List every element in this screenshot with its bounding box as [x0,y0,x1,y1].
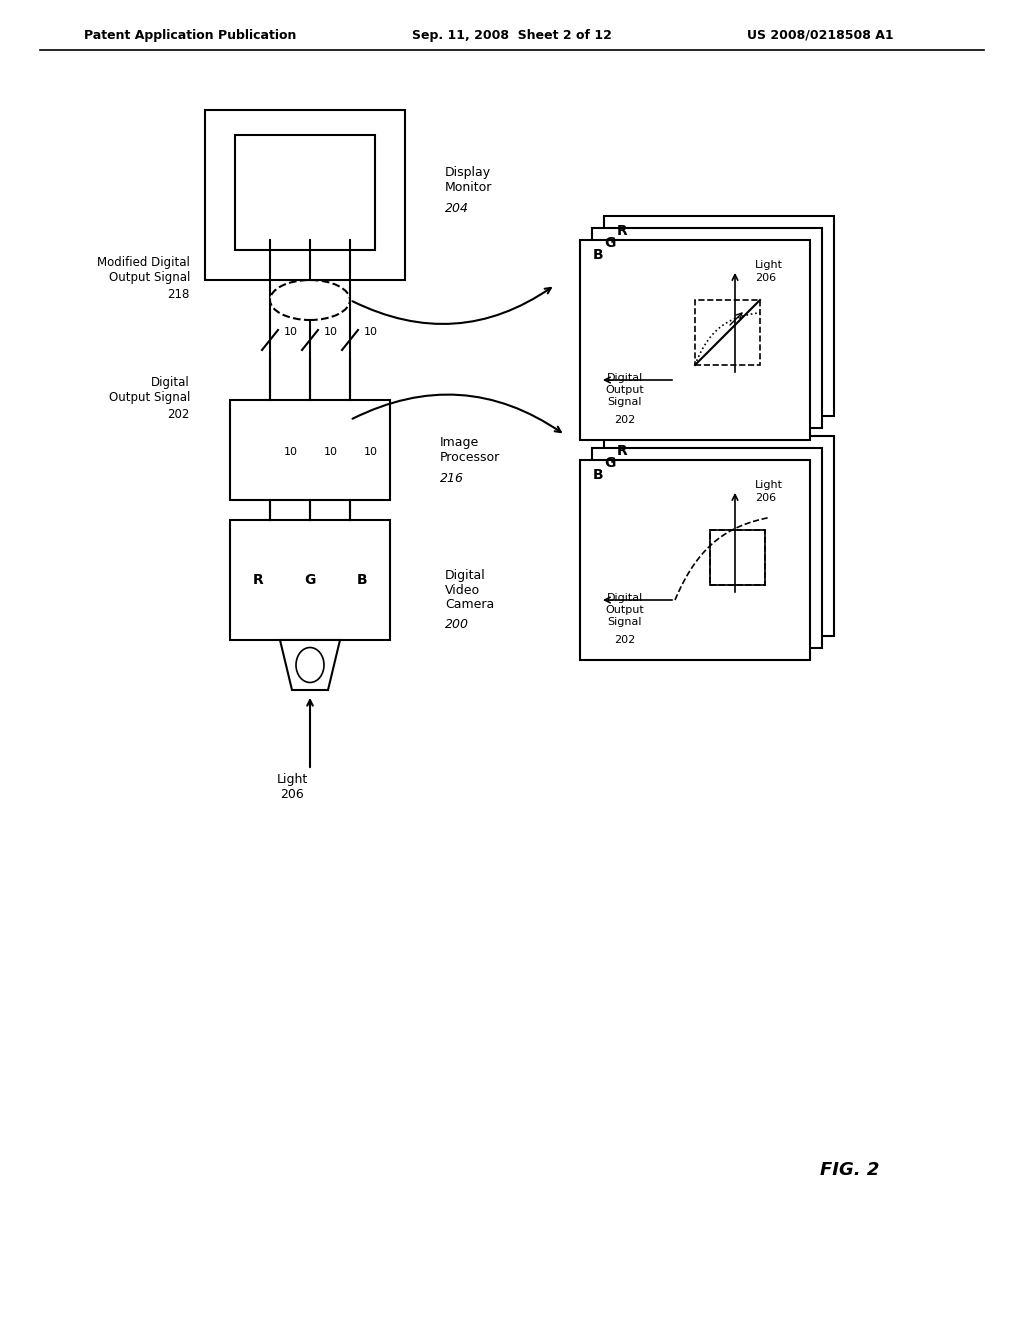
Text: Digital
Output
Signal: Digital Output Signal [605,374,644,407]
Text: G: G [604,236,615,249]
Bar [205,110,406,280]
Text: 10: 10 [284,327,298,337]
Bar [592,447,822,648]
Text: Display
Monitor: Display Monitor [445,166,493,194]
Text: Sep. 11, 2008  Sheet 2 of 12: Sep. 11, 2008 Sheet 2 of 12 [412,29,612,41]
Text: G: G [604,455,615,470]
Text: B: B [356,573,368,587]
Text: Image
Processor: Image Processor [440,436,501,465]
Text: 218: 218 [168,289,190,301]
Text: 202: 202 [614,635,636,645]
Text: Digital
Output
Signal: Digital Output Signal [605,594,644,627]
Ellipse shape [296,648,324,682]
Bar [230,520,390,640]
Text: FIG. 2: FIG. 2 [820,1162,880,1179]
Text: 10: 10 [324,327,338,337]
Text: Light: Light [755,480,783,490]
Text: R: R [616,224,628,238]
Bar [592,228,822,428]
Text: Digital
Output Signal: Digital Output Signal [109,376,190,404]
Ellipse shape [270,280,350,319]
Text: 202: 202 [168,408,190,421]
Text: 10: 10 [364,327,378,337]
Text: US 2008/0218508 A1: US 2008/0218508 A1 [746,29,893,41]
Text: Patent Application Publication: Patent Application Publication [84,29,296,41]
Text: Digital
Video
Camera: Digital Video Camera [445,569,495,611]
Text: 200: 200 [445,619,469,631]
Bar [230,400,390,500]
Bar [604,216,834,416]
Bar [580,240,810,440]
Bar [580,459,810,660]
Polygon shape [280,640,340,690]
Bar [710,531,765,585]
Text: 206: 206 [755,273,776,282]
Bar [710,531,765,585]
Text: 206: 206 [281,788,304,801]
Bar [695,300,760,366]
Bar [604,436,834,636]
Text: Light: Light [276,774,307,787]
Text: B: B [593,469,603,482]
Text: Light: Light [755,260,783,271]
Text: G: G [304,573,315,587]
Bar [234,135,375,249]
Text: 216: 216 [440,471,464,484]
Text: 202: 202 [614,414,636,425]
Text: Modified Digital
Output Signal: Modified Digital Output Signal [97,256,190,284]
Text: 10: 10 [364,447,378,457]
Text: R: R [616,444,628,458]
Text: 10: 10 [284,447,298,457]
Text: 204: 204 [445,202,469,214]
Text: 10: 10 [324,447,338,457]
Text: B: B [593,248,603,261]
Ellipse shape [270,400,350,440]
Text: R: R [253,573,263,587]
Text: 206: 206 [755,492,776,503]
